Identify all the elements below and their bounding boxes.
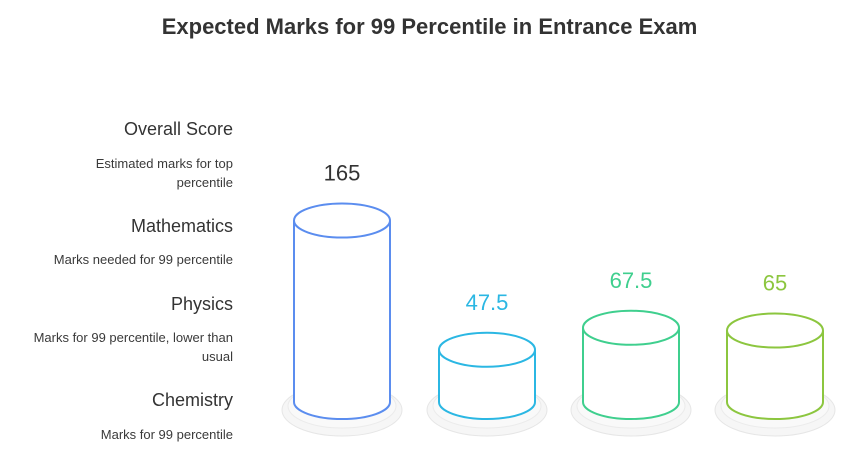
value-label-physics: 67.5 <box>610 268 653 293</box>
cylinder-top-overall-score <box>293 202 391 239</box>
cylinder-body-overall-score <box>293 220 391 420</box>
legend-item-mathematics-desc: Marks needed for 99 percentile <box>53 252 233 267</box>
legend-item-chemistry-desc: Marks for 99 percentile <box>100 427 233 442</box>
cylinder-body-chemistry <box>726 330 824 420</box>
cylinder-top-chemistry <box>726 312 824 349</box>
legend-item-physics-desc: Marks for 99 percentile, lower than usua… <box>33 330 233 364</box>
cylinder-top-mathematics <box>438 331 536 368</box>
cylinder-body-mathematics <box>438 349 536 420</box>
legend-item-physics-name: Physics <box>170 294 233 314</box>
legend-item-chemistry-name: Chemistry <box>151 390 233 410</box>
legend-item-overall-score-name: Overall Score <box>123 119 233 139</box>
chart-title: Expected Marks for 99 Percentile in Entr… <box>161 14 698 39</box>
legend-item-overall-score-desc: Estimated marks for top percentile <box>95 156 233 190</box>
value-label-chemistry: 65 <box>763 271 787 296</box>
category-legend: Overall Score Estimated marks for top pe… <box>0 0 233 454</box>
value-label-overall-score: 165 <box>324 161 361 186</box>
value-label-mathematics: 47.5 <box>466 290 509 315</box>
legend-item-mathematics-name: Mathematics <box>130 216 233 236</box>
cylinder-body-physics <box>582 327 680 420</box>
cylinder-top-physics <box>582 309 680 346</box>
